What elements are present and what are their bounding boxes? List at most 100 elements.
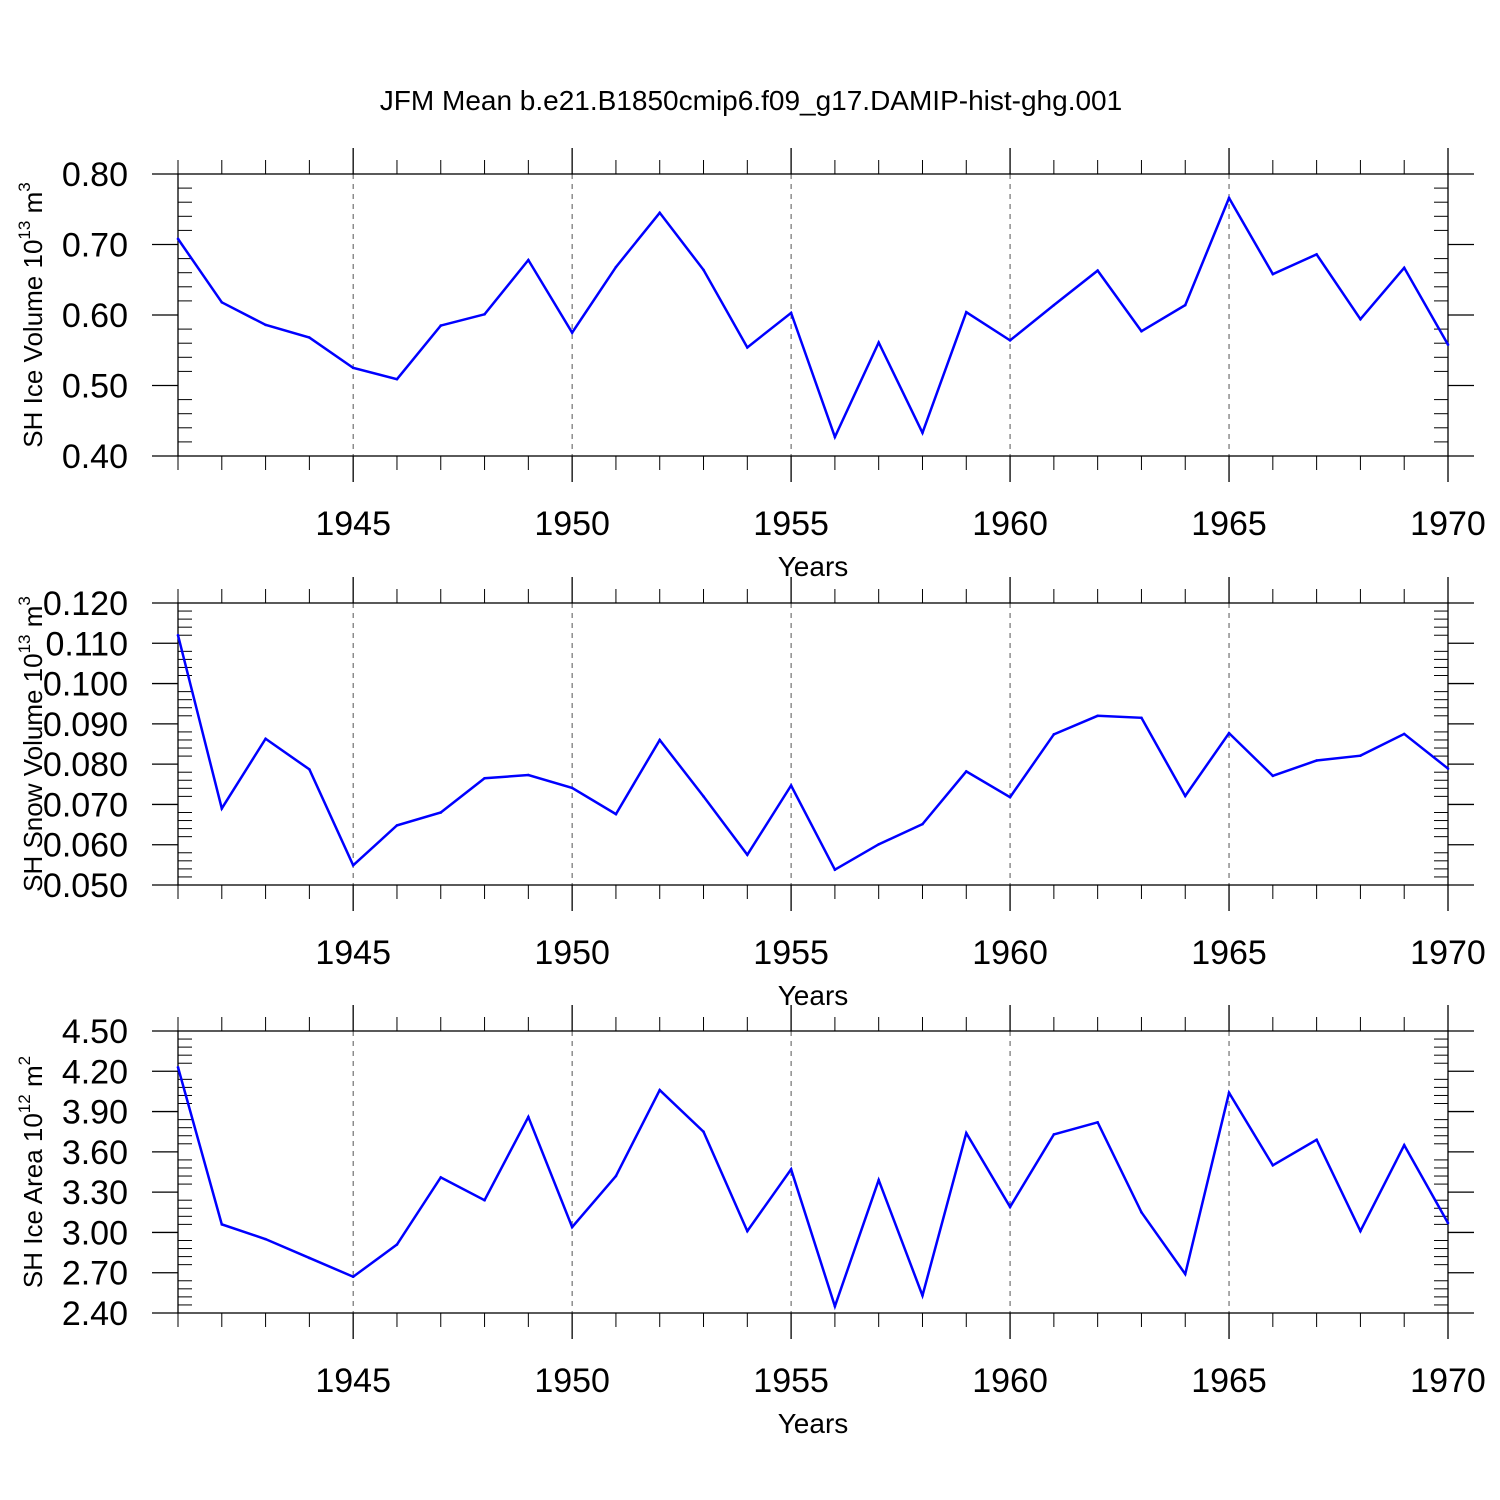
data-point	[1271, 272, 1275, 276]
data-point	[1008, 1205, 1012, 1209]
data-point	[746, 1229, 749, 1233]
data-point	[1315, 759, 1318, 762]
data-point	[789, 311, 793, 315]
y-axis-label: SH Ice Area 1012 m2	[15, 1056, 48, 1288]
data-point	[614, 1174, 618, 1178]
data-point	[921, 431, 924, 435]
data-point	[658, 1088, 662, 1092]
data-point	[877, 1178, 880, 1182]
x-tick-label: 1965	[1191, 1362, 1267, 1400]
data-point	[1359, 1229, 1362, 1233]
x-tick-label: 1970	[1410, 1362, 1486, 1400]
data-point	[746, 346, 749, 349]
x-tick-label: 1955	[753, 934, 829, 972]
data-point	[877, 341, 880, 344]
y-tick-label: 3.30	[62, 1174, 128, 1212]
data-point	[527, 773, 530, 777]
y-tick-label: 4.50	[62, 1013, 128, 1051]
data-point	[1140, 716, 1143, 720]
data-point	[789, 784, 793, 787]
data-point	[570, 1225, 574, 1229]
y-tick-label: 2.70	[62, 1255, 128, 1293]
data-point	[264, 1237, 267, 1241]
data-point	[1096, 269, 1099, 272]
y-tick-label: 0.40	[62, 438, 128, 476]
x-axis-label: Years	[778, 980, 849, 1011]
data-point	[1227, 196, 1231, 200]
data-point	[220, 1223, 224, 1226]
data-point	[1402, 266, 1406, 270]
y-axis-label-exponent: 3	[15, 182, 34, 191]
y-axis-label-exponent: 12	[15, 1094, 34, 1113]
panel-3: 2.402.703.003.303.603.904.204.50 1945 1950…	[15, 1005, 1486, 1439]
data-point	[1052, 303, 1056, 307]
y-tick-label: 3.60	[62, 1134, 128, 1172]
series-line	[176, 1066, 1450, 1311]
y-tick-label: 3.90	[62, 1094, 128, 1132]
data-point	[1008, 795, 1012, 799]
y-axis-label: SH Ice Volume 1013 m3	[15, 182, 48, 447]
y-axis-label-text: m	[18, 192, 48, 221]
data-point	[1271, 774, 1275, 778]
data-point	[308, 1256, 311, 1260]
series-line	[176, 634, 1449, 872]
y-axis-label-text: m	[18, 606, 48, 635]
data-point	[746, 853, 749, 857]
data-point	[1227, 731, 1231, 735]
data-point	[308, 336, 311, 339]
y-axis-label-text: SH Snow Volume 10	[18, 653, 48, 891]
figure-title: JFM Mean b.e21.B1850cmip6.f09_g17.DAMIP-…	[380, 85, 1122, 116]
x-tick-label: 1970	[1410, 505, 1486, 543]
y-axis-label-exponent: 2	[15, 1056, 34, 1065]
x-tick-label: 1960	[972, 1362, 1048, 1400]
y-tick-label: 0.70	[62, 227, 128, 265]
data-point	[833, 435, 837, 439]
panel-2: 0.0500.0600.0700.0800.0900.1000.1100.120…	[15, 577, 1486, 1011]
data-point	[439, 324, 443, 327]
plot-frame	[177, 602, 1449, 886]
data-point	[833, 1304, 837, 1308]
data-point	[1008, 339, 1012, 342]
x-tick-label: 1945	[315, 505, 391, 543]
data-point	[1183, 1272, 1187, 1276]
data-point	[964, 770, 968, 773]
data-point	[483, 312, 486, 316]
y-axis-label-text: SH Ice Volume 10	[18, 240, 48, 448]
data-point	[264, 737, 267, 741]
y-axis-label-text: SH Ice Area 10	[18, 1113, 48, 1288]
data-point	[702, 795, 705, 798]
plot-frame	[177, 173, 1449, 457]
data-point	[702, 1130, 705, 1134]
data-point	[483, 1198, 486, 1202]
data-point	[1359, 754, 1362, 757]
data-point	[395, 1243, 399, 1246]
y-tick-label: 0.60	[62, 297, 128, 335]
data-point	[1096, 714, 1099, 718]
x-tick-label: 1970	[1410, 934, 1486, 972]
y-tick-label: 0.080	[43, 746, 128, 784]
data-point	[1140, 329, 1143, 333]
data-point	[527, 258, 530, 262]
data-point	[921, 822, 924, 826]
x-axis-label: Years	[778, 1408, 849, 1439]
data-point	[658, 211, 662, 215]
panel-1: 0.40 0.50 0.60 0.70 0.80 1945 1950 1955 1960 1965…	[15, 148, 1486, 582]
data-point	[1052, 733, 1056, 736]
y-tick-label: 3.00	[62, 1214, 128, 1252]
data-point	[1446, 767, 1450, 770]
data-point	[921, 1294, 924, 1297]
x-tick-label: 1955	[753, 505, 829, 543]
data-point	[351, 366, 355, 370]
y-tick-label: 4.20	[62, 1053, 128, 1091]
data-point	[527, 1115, 530, 1119]
y-tick-label: 0.110	[45, 625, 128, 663]
data-point	[483, 776, 486, 780]
data-point	[351, 863, 355, 867]
y-tick-label: 0.100	[43, 666, 128, 704]
data-point	[1446, 1221, 1450, 1225]
y-axis-label-exponent: 3	[15, 596, 34, 605]
data-point	[1096, 1121, 1099, 1124]
data-point	[1359, 317, 1362, 321]
data-point	[1315, 1138, 1318, 1142]
